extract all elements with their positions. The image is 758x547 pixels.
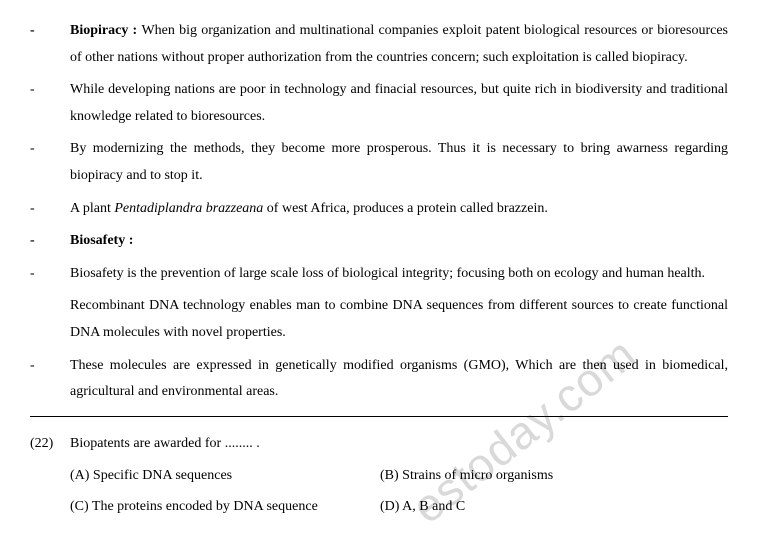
bullet-text: These molecules are expressed in genetic… [70,353,728,406]
bullet-text: Biopiracy : When big organization and mu… [70,18,728,71]
bullet-item: - Biosafety is the prevention of large s… [30,261,728,288]
bullet-item: - These molecules are expressed in genet… [30,353,728,406]
bullet-dash: - [30,228,70,255]
bullet-pre: A plant [70,201,114,216]
bullet-dash [30,293,70,346]
options-row: (C) The proteins encoded by DNA sequence… [30,494,728,521]
option-b: (B) Strains of micro organisms [380,463,728,490]
bullet-dash: - [30,261,70,288]
bullet-post: of west Africa, produces a protein calle… [263,201,548,216]
bullet-dash: - [30,196,70,223]
bullet-dash: - [30,353,70,406]
option-a: (A) Specific DNA sequences [70,463,380,490]
bullet-dash: - [30,18,70,71]
bullet-text: By modernizing the methods, they become … [70,136,728,189]
bullet-item: - Biopiracy : When big organization and … [30,18,728,71]
bullet-text: Biosafety is the prevention of large sca… [70,261,728,288]
bullet-item: - By modernizing the methods, they becom… [30,136,728,189]
bullet-italic: Pentadiplandra brazzeana [114,201,263,216]
bullet-text: While developing nations are poor in tec… [70,77,728,130]
option-d: (D) A, B and C [380,494,728,521]
options-row: (A) Specific DNA sequences (B) Strains o… [30,463,728,490]
question-text: Biopatents are awarded for ........ . [70,431,728,458]
bullet-dash: - [30,136,70,189]
divider [30,416,728,417]
bullet-item: - Biosafety : [30,228,728,255]
bullet-text: Biosafety : [70,228,728,255]
question-row: (22) Biopatents are awarded for ........… [30,431,728,458]
question-number: (22) [30,431,70,458]
bullet-dash: - [30,77,70,130]
option-c: (C) The proteins encoded by DNA sequence [70,494,380,521]
bullet-item: - A plant Pentadiplandra brazzeana of we… [30,196,728,223]
bullet-text: A plant Pentadiplandra brazzeana of west… [70,196,728,223]
bullet-text: Recombinant DNA technology enables man t… [70,293,728,346]
bullet-body: When big organization and multinational … [70,23,728,65]
bullet-prefix: Biopiracy : [70,23,141,38]
page-content: - Biopiracy : When big organization and … [30,18,728,521]
bullet-item: - While developing nations are poor in t… [30,77,728,130]
bullet-item: Recombinant DNA technology enables man t… [30,293,728,346]
